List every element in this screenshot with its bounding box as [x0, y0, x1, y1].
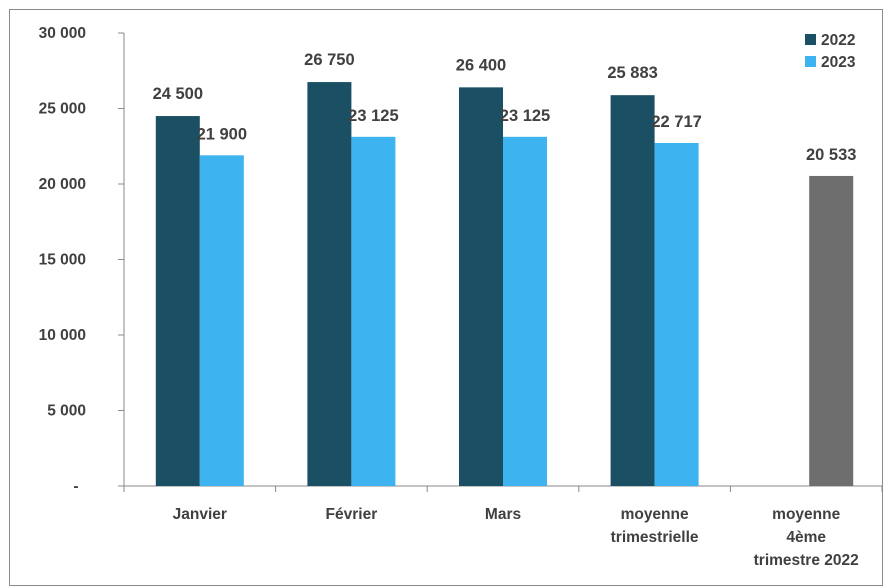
data-label: 24 500: [153, 85, 203, 103]
legend-label: 2022: [821, 32, 855, 49]
y-tick-label: 30 000: [39, 25, 86, 42]
category-label: moyenne: [621, 506, 689, 523]
category-label: moyenne: [772, 506, 840, 523]
legend-swatch-2023: [805, 56, 816, 67]
bar-2023-0: [199, 155, 244, 486]
data-label: 20 533: [806, 146, 856, 164]
bar-2023-3: [654, 142, 699, 486]
data-label: 23 125: [500, 107, 550, 125]
y-tick-label: 25 000: [39, 101, 86, 118]
data-label: 26 400: [456, 56, 506, 74]
y-tick-label: 15 000: [39, 252, 86, 269]
bar-chart: - 5 000 10 000 15 000 20 000 25 000 30 000 24 5…: [39, 25, 882, 569]
category-label: Janvier: [173, 506, 227, 523]
bar-2022-0: [155, 116, 200, 487]
y-tick-label: -: [73, 478, 78, 495]
data-label: 25 883: [607, 64, 657, 82]
data-label: 21 900: [197, 125, 247, 143]
y-tick-label: 5 000: [47, 403, 86, 420]
data-label: 26 750: [304, 51, 354, 69]
bar-2022-3: [610, 95, 655, 487]
bar-2022-1: [307, 82, 352, 486]
category-label: trimestre 2022: [754, 552, 859, 569]
category-label: Mars: [485, 506, 521, 523]
category-label: Février: [326, 506, 378, 523]
legend-label: 2023: [821, 54, 856, 71]
bar-ref-4: [809, 175, 854, 486]
y-tick-label: 20 000: [39, 176, 86, 193]
legend-swatch-2022: [805, 34, 816, 45]
chart-frame: - 5 000 10 000 15 000 20 000 25 000 30 000 24 5…: [9, 9, 883, 586]
category-label: trimestrielle: [611, 529, 699, 546]
bar-2023-1: [351, 136, 396, 486]
data-label: 23 125: [348, 107, 398, 125]
data-label: 22 717: [651, 113, 701, 131]
y-tick-label: 10 000: [39, 327, 86, 344]
bar-2023-2: [503, 136, 547, 486]
category-label: 4ème: [786, 529, 826, 546]
bar-2022-2: [459, 87, 503, 487]
